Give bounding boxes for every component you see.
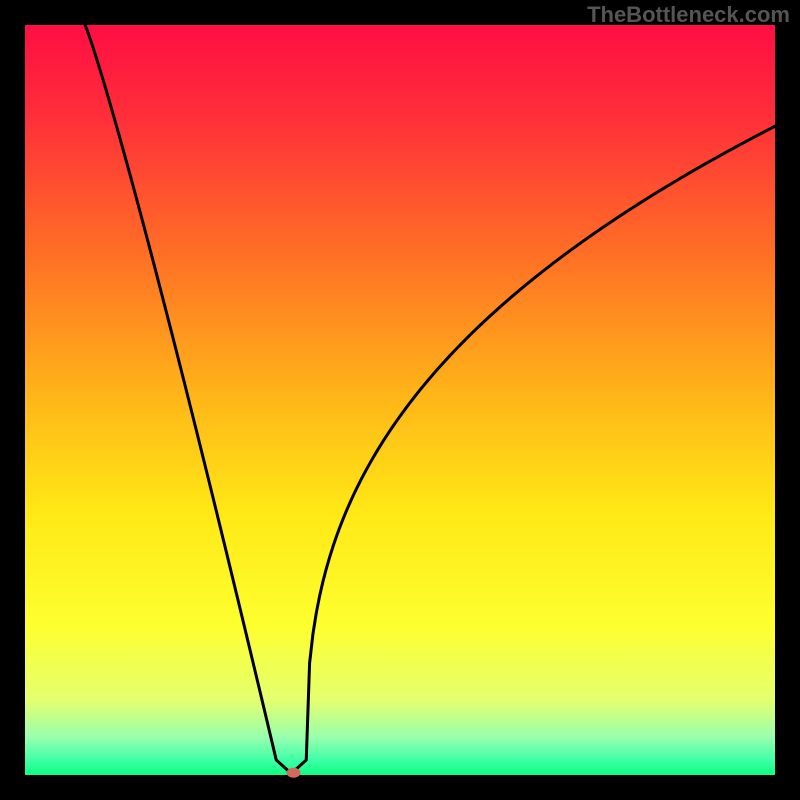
chart-container: TheBottleneck.com: [0, 0, 800, 800]
watermark-text: TheBottleneck.com: [587, 2, 790, 28]
plot-background: [25, 25, 775, 775]
minimum-marker: [287, 768, 301, 778]
bottleneck-chart: [0, 0, 800, 800]
